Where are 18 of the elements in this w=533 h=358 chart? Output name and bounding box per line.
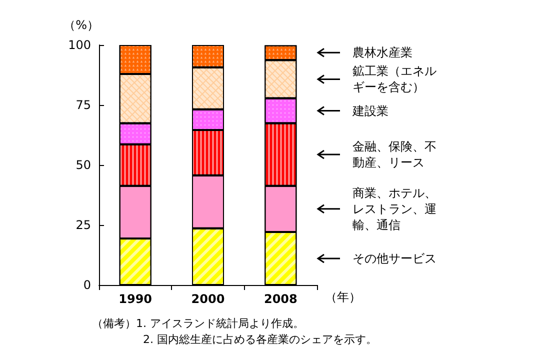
- x-tick-label: 1990: [118, 292, 152, 306]
- y-axis-title: （%）: [64, 18, 99, 32]
- legend-label: 農林水産業: [352, 46, 413, 60]
- x-axis-title: （年）: [325, 290, 361, 304]
- legend-label: 金融、保険、不動産、リース: [352, 140, 437, 170]
- text: （備考）1. アイスランド統計局より作成。: [92, 317, 304, 330]
- y-tick-label: 25: [76, 218, 91, 232]
- y-tick-label: 50: [76, 158, 91, 172]
- legend-label: 商業、ホテル、レストラン、運輸、通信: [352, 186, 437, 232]
- x-tick-label: 2000: [191, 292, 225, 306]
- y-tick-label: 75: [76, 98, 91, 112]
- legend-label: その他サービス: [352, 251, 437, 266]
- legend-label: 鉱工業（エネルギーを含む）: [352, 64, 437, 94]
- legend-label: 建設業: [352, 104, 389, 118]
- y-tick-label: 0: [83, 278, 91, 292]
- text: 2. 国内総生産に占める各産業のシェアを示す。: [143, 333, 377, 346]
- x-tick-label: 2008: [264, 292, 298, 306]
- y-tick-label: 100: [68, 38, 91, 52]
